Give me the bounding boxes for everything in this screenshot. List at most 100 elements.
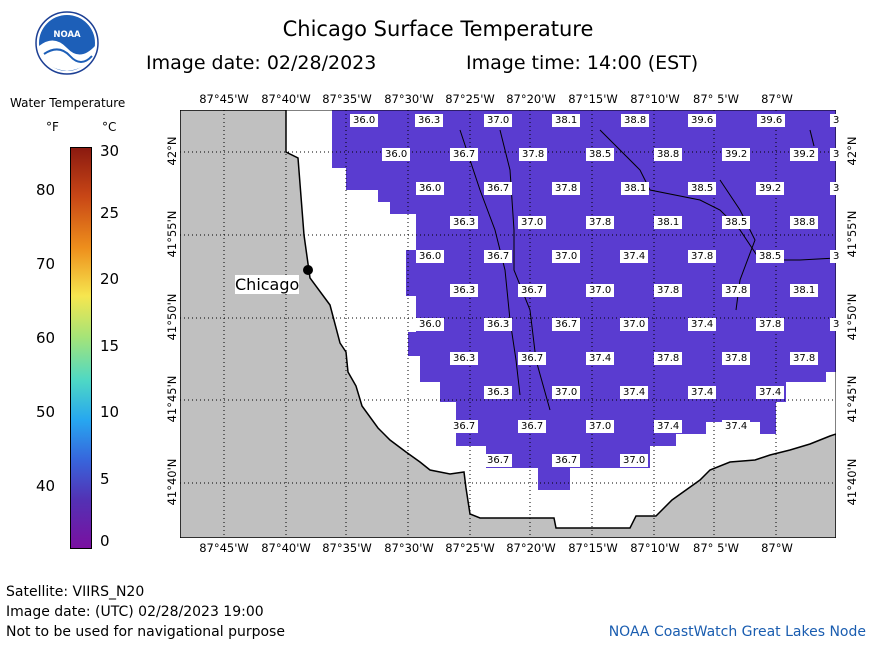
right-latitude-label: 41°50'N bbox=[845, 293, 859, 341]
top-longitude-label: 87°25'W bbox=[445, 92, 495, 106]
chicago-marker bbox=[303, 265, 313, 275]
celsius-tick: 0 bbox=[100, 532, 110, 550]
coastwatch-credit: NOAA CoastWatch Great Lakes Node bbox=[608, 624, 866, 640]
bottom-longitude-label: 87°30'W bbox=[384, 541, 434, 555]
temperature-value: 38.5 bbox=[756, 250, 785, 263]
temperature-value: 39.2 bbox=[722, 148, 751, 161]
fahrenheit-tick: 70 bbox=[36, 255, 56, 273]
temperature-value: 36.3 bbox=[450, 216, 479, 229]
fahrenheit-tick: 60 bbox=[36, 329, 56, 347]
temperature-value: 36.7 bbox=[484, 454, 513, 467]
temperature-value: 37.4 bbox=[620, 250, 649, 263]
land-west bbox=[180, 110, 836, 538]
temperature-value: 3 bbox=[830, 148, 843, 161]
top-longitude-label: 87°20'W bbox=[506, 92, 556, 106]
bottom-longitude-label: 87°25'W bbox=[445, 541, 495, 555]
bottom-longitude-label: 87°45'W bbox=[199, 541, 249, 555]
top-longitude-label: 87°10'W bbox=[630, 92, 680, 106]
temperature-value: 39.2 bbox=[790, 148, 819, 161]
fahrenheit-tick: 80 bbox=[36, 181, 56, 199]
temperature-value: 36.0 bbox=[382, 148, 411, 161]
temperature-value: 36.3 bbox=[484, 386, 513, 399]
temperature-value: 37.8 bbox=[722, 352, 751, 365]
image-time: Image time: 14:00 (EST) bbox=[466, 52, 699, 74]
temperature-value: 37.4 bbox=[620, 386, 649, 399]
top-longitude-label: 87°35'W bbox=[322, 92, 372, 106]
celsius-tick: 30 bbox=[100, 142, 120, 160]
temperature-value: 38.5 bbox=[586, 148, 615, 161]
temperature-value: 38.8 bbox=[654, 148, 683, 161]
image-date: Image date: 02/28/2023 bbox=[146, 52, 377, 74]
temperature-value: 38.1 bbox=[621, 182, 650, 195]
satellite-name: Satellite: VIIRS_N20 bbox=[6, 584, 145, 600]
right-latitude-label: 41°45'N bbox=[845, 375, 859, 423]
celsius-tick: 15 bbox=[100, 337, 120, 355]
temperature-value: 38.5 bbox=[688, 182, 717, 195]
temperature-value: 39.2 bbox=[756, 182, 785, 195]
temperature-value: 36.7 bbox=[518, 352, 547, 365]
temperature-value: 37.4 bbox=[688, 386, 717, 399]
temperature-value: 37.0 bbox=[484, 114, 513, 127]
temperature-value: 37.8 bbox=[790, 352, 819, 365]
bottom-longitude-label: 87°40'W bbox=[261, 541, 311, 555]
temperature-value: 37.8 bbox=[586, 216, 615, 229]
temperature-value: 36.7 bbox=[552, 454, 581, 467]
temperature-value: 37.8 bbox=[519, 148, 548, 161]
temperature-value: 36.0 bbox=[416, 250, 445, 263]
temperature-value: 3 bbox=[830, 250, 843, 263]
temperature-value: 36.7 bbox=[450, 420, 479, 433]
map-title: Chicago Surface Temperature bbox=[282, 17, 594, 41]
right-latitude-label: 42°N bbox=[845, 136, 859, 166]
temperature-value: 36.7 bbox=[484, 250, 513, 263]
celsius-tick: 20 bbox=[100, 270, 120, 288]
temperature-value: 37.0 bbox=[620, 318, 649, 331]
temperature-value: 37.8 bbox=[654, 352, 683, 365]
bottom-longitude-label: 87°10'W bbox=[630, 541, 680, 555]
temperature-value: 37.0 bbox=[552, 250, 581, 263]
temperature-value: 37.4 bbox=[654, 420, 683, 433]
left-latitude-label: 41°45'N bbox=[165, 375, 179, 423]
temperature-value: 36.7 bbox=[484, 182, 513, 195]
temperature-value: 37.4 bbox=[722, 420, 751, 433]
top-longitude-label: 87° 5'W bbox=[693, 92, 739, 106]
bottom-longitude-label: 87°W bbox=[761, 541, 793, 555]
temperature-value: 37.8 bbox=[654, 284, 683, 297]
left-latitude-label: 42°N bbox=[165, 136, 179, 166]
temperature-value: 39.6 bbox=[757, 114, 786, 127]
bottom-longitude-label: 87°15'W bbox=[568, 541, 618, 555]
top-longitude-label: 87°30'W bbox=[384, 92, 434, 106]
temperature-value: 38.1 bbox=[790, 284, 819, 297]
fahrenheit-tick: 40 bbox=[36, 477, 56, 495]
right-latitude-label: 41°40'N bbox=[845, 458, 859, 506]
top-longitude-label: 87°40'W bbox=[261, 92, 311, 106]
temperature-value: 36.7 bbox=[450, 148, 479, 161]
noaa-logo: NOAA bbox=[35, 11, 99, 75]
temperature-value: 36.3 bbox=[484, 318, 513, 331]
celsius-tick: 5 bbox=[100, 470, 110, 488]
temperature-value: 36.3 bbox=[450, 352, 479, 365]
fahrenheit-tick: 50 bbox=[36, 403, 56, 421]
temperature-value: 37.0 bbox=[586, 284, 615, 297]
top-longitude-label: 87°45'W bbox=[199, 92, 249, 106]
temperature-value: 37.4 bbox=[586, 352, 615, 365]
utc-image-date: Image date: (UTC) 02/28/2023 19:00 bbox=[6, 604, 264, 620]
top-longitude-label: 87°W bbox=[761, 92, 793, 106]
temperature-value: 37.8 bbox=[688, 250, 717, 263]
temperature-value: 36.7 bbox=[518, 284, 547, 297]
left-latitude-label: 41°50'N bbox=[165, 293, 179, 341]
temperature-value: 37.8 bbox=[552, 182, 581, 195]
left-latitude-label: 41°55'N bbox=[165, 210, 179, 258]
temperature-value: 36.3 bbox=[415, 114, 444, 127]
navigation-disclaimer: Not to be used for navigational purpose bbox=[6, 624, 285, 640]
temperature-value: 36.0 bbox=[416, 318, 445, 331]
bottom-longitude-label: 87° 5'W bbox=[693, 541, 739, 555]
svg-text:NOAA: NOAA bbox=[53, 30, 81, 40]
temperature-colorbar bbox=[70, 147, 92, 549]
temperature-value: 37.8 bbox=[722, 284, 751, 297]
temperature-value: 37.4 bbox=[756, 386, 785, 399]
celsius-tick: 10 bbox=[100, 403, 120, 421]
temperature-value: 3 bbox=[830, 114, 843, 127]
temperature-value: 37.0 bbox=[586, 420, 615, 433]
temperature-value: 37.4 bbox=[688, 318, 717, 331]
celsius-tick: 25 bbox=[100, 204, 120, 222]
